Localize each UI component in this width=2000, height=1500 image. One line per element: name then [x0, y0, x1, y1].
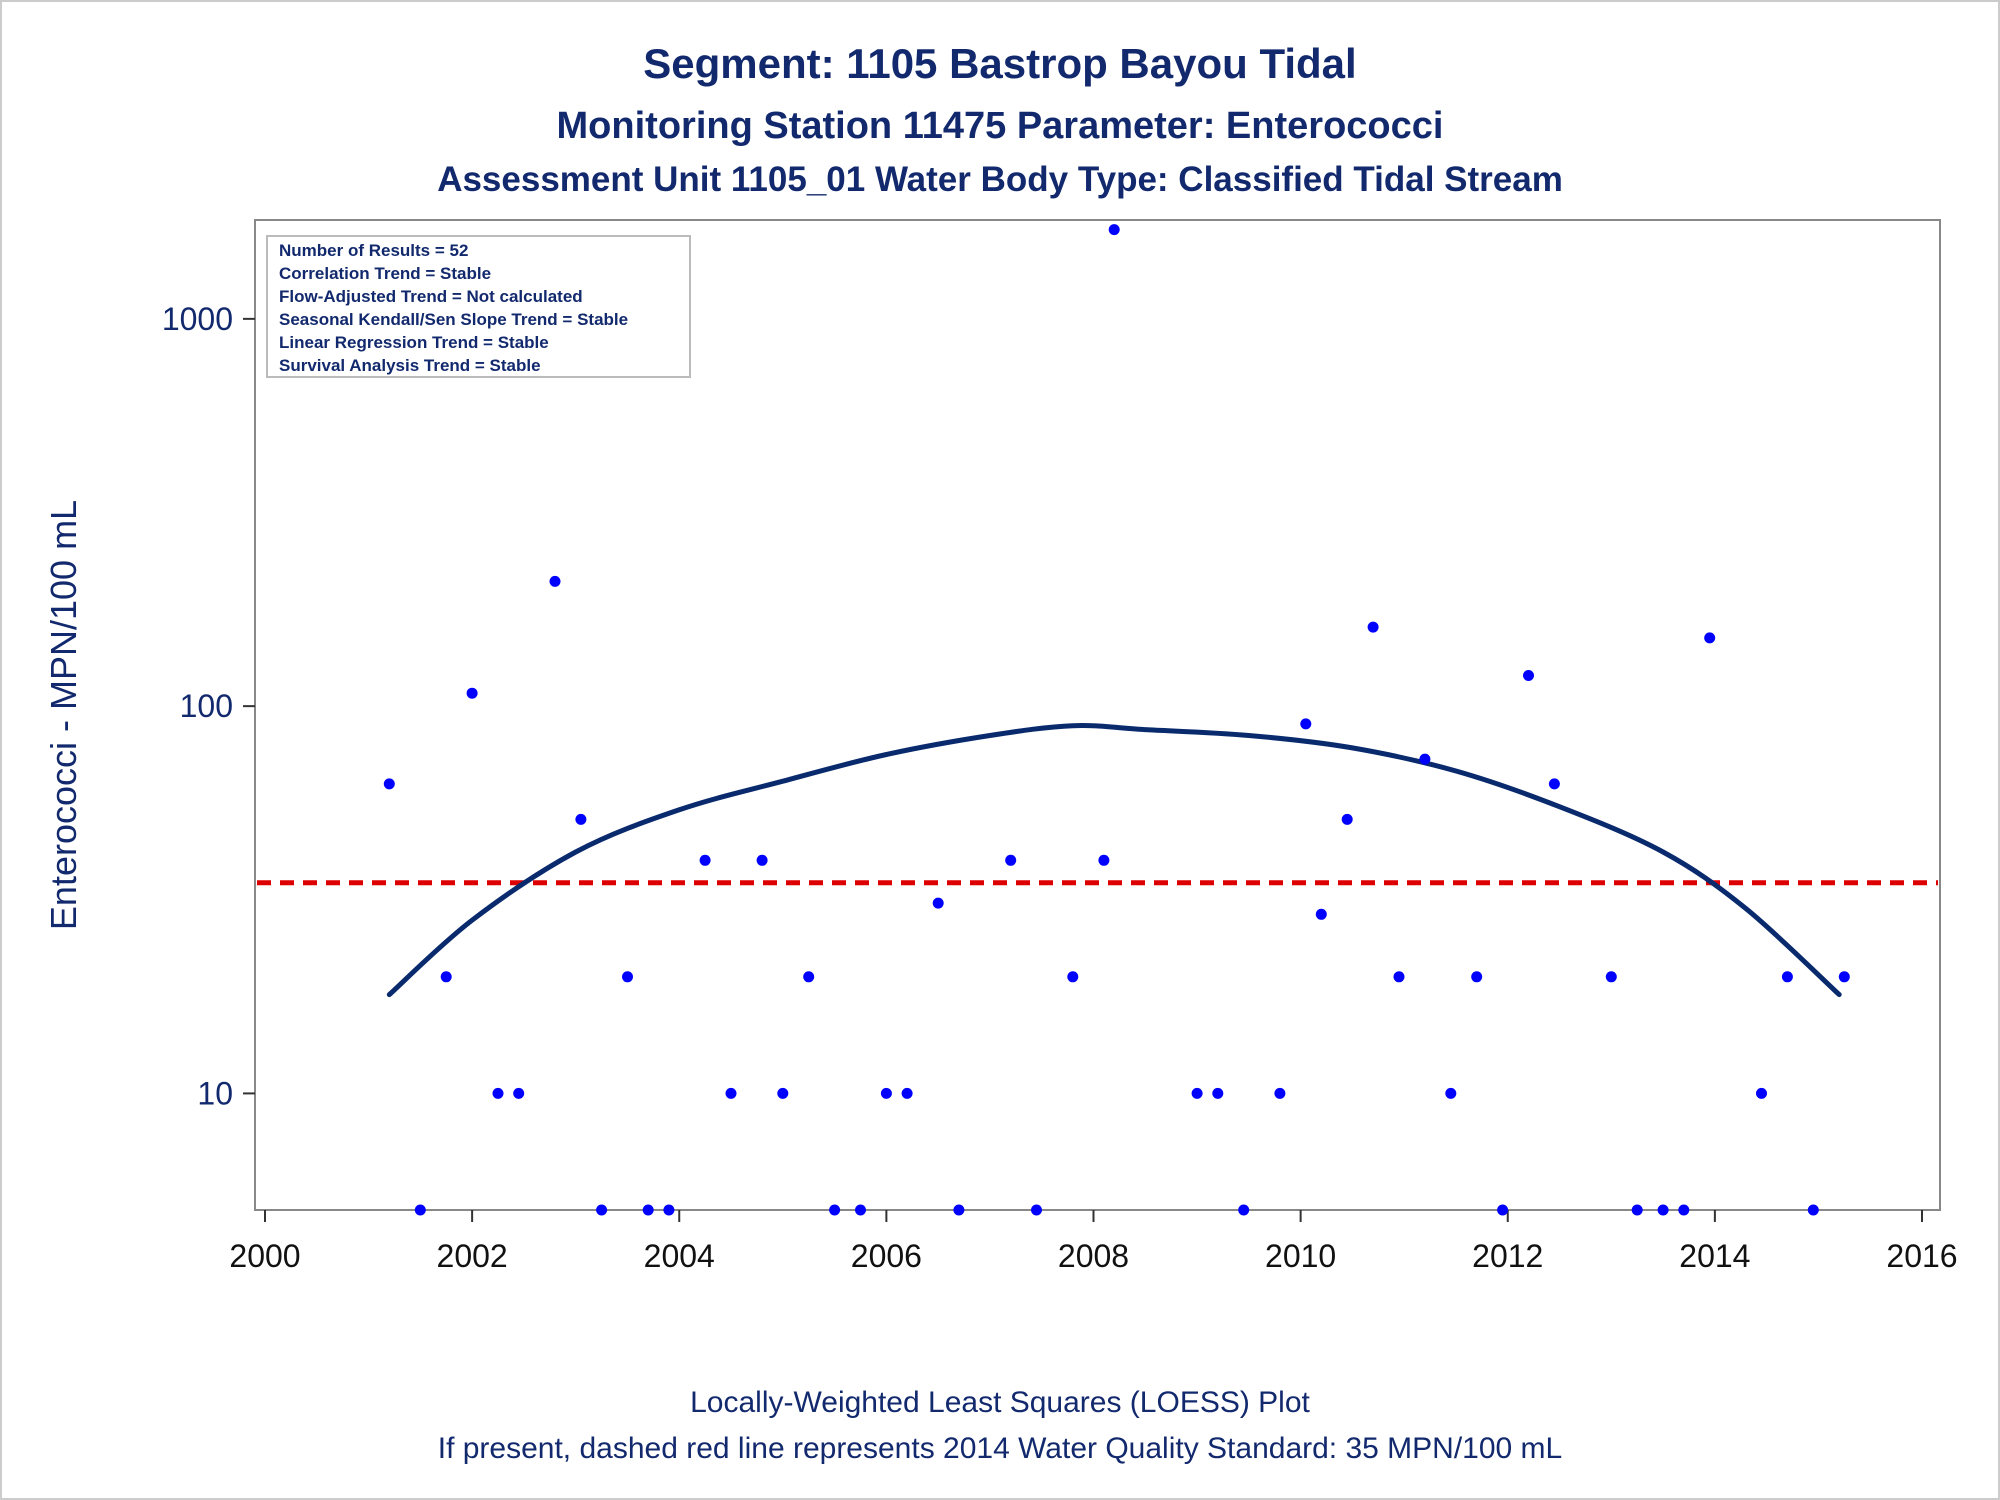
- data-point: [1497, 1204, 1509, 1216]
- data-point: [725, 1087, 737, 1099]
- data-point: [1300, 718, 1312, 730]
- data-point: [1471, 971, 1483, 983]
- data-point: [1367, 621, 1379, 633]
- data-point: [901, 1087, 913, 1099]
- data-point: [663, 1204, 675, 1216]
- x-tick-label: 2000: [229, 1238, 300, 1274]
- data-point: [1807, 1204, 1819, 1216]
- chart-subtitle-2: Assessment Unit 1105_01 Water Body Type:…: [437, 160, 1563, 199]
- footnote-loess: Locally-Weighted Least Squares (LOESS) P…: [690, 1386, 1310, 1419]
- data-point: [1341, 813, 1353, 825]
- data-point: [1838, 971, 1850, 983]
- data-point: [549, 575, 561, 587]
- data-point: [1315, 908, 1327, 920]
- data-point: [1238, 1204, 1250, 1216]
- data-point: [466, 687, 478, 699]
- data-point: [1031, 1204, 1042, 1216]
- data-point: [829, 1204, 841, 1216]
- x-tick-label: 2006: [851, 1238, 922, 1274]
- data-point: [1631, 1204, 1643, 1216]
- data-point: [880, 1087, 892, 1099]
- info-box-frame: [266, 235, 691, 378]
- loess-curve: [386, 723, 1842, 998]
- data-point: [1005, 854, 1017, 866]
- info-box: Number of Results = 52 Correlation Trend…: [266, 235, 691, 378]
- x-tick-label: 2008: [1058, 1238, 1129, 1274]
- y-tick-label: 10: [197, 1075, 233, 1111]
- data-point: [1108, 224, 1120, 236]
- data-point: [575, 813, 587, 825]
- data-point: [642, 1204, 654, 1216]
- data-point: [1605, 971, 1617, 983]
- data-point: [1678, 1204, 1690, 1216]
- loess-layer: [386, 723, 1842, 998]
- chart-subtitle: Monitoring Station 11475 Parameter: Ente…: [557, 105, 1444, 147]
- data-point: [1657, 1204, 1669, 1216]
- info-results: Number of Results = 52: [279, 241, 468, 260]
- data-point: [1548, 778, 1560, 790]
- data-point: [1212, 1087, 1224, 1099]
- data-point: [932, 897, 944, 909]
- x-tick-label: 2016: [1886, 1238, 1957, 1274]
- data-point: [1523, 670, 1534, 681]
- data-point: [622, 971, 633, 983]
- data-point: [699, 854, 711, 866]
- x-tick-label: 2012: [1472, 1238, 1543, 1274]
- data-point: [1419, 753, 1431, 765]
- data-point: [1445, 1087, 1457, 1099]
- data-point: [855, 1204, 866, 1216]
- data-point: [492, 1087, 504, 1099]
- axes: 2000 2002 2004 2006 2008 2010 2012 2014 2016 10 10…: [162, 301, 1958, 1274]
- points-layer: [383, 224, 1850, 1216]
- y-tick-label: 1000: [162, 301, 233, 337]
- y-axis-label: Enterococci - MPN/100 mL: [43, 500, 84, 930]
- data-point: [1756, 1087, 1767, 1099]
- data-point: [1393, 971, 1405, 983]
- data-point: [1704, 632, 1716, 644]
- chart-title: Segment: 1105 Bastrop Bayou Tidal: [643, 40, 1356, 87]
- info-flow-adjusted: Flow-Adjusted Trend = Not calculated: [279, 287, 583, 306]
- data-point: [1098, 854, 1110, 866]
- data-point: [777, 1087, 789, 1099]
- data-point: [1274, 1087, 1286, 1099]
- x-tick-label: 2014: [1679, 1238, 1750, 1274]
- data-point: [756, 854, 768, 866]
- data-point: [1067, 971, 1079, 983]
- info-survival: Survival Analysis Trend = Stable: [279, 356, 541, 375]
- data-point: [1781, 971, 1793, 983]
- data-point: [596, 1204, 608, 1216]
- footnote-standard: If present, dashed red line represents 2…: [438, 1432, 1563, 1465]
- info-correlation: Correlation Trend = Stable: [279, 264, 491, 283]
- data-point: [1191, 1087, 1203, 1099]
- info-seasonal-kendall: Seasonal Kendall/Sen Slope Trend = Stabl…: [279, 310, 628, 329]
- data-point: [513, 1087, 525, 1099]
- data-point: [440, 971, 452, 983]
- y-tick-label: 100: [180, 688, 233, 724]
- data-point: [414, 1204, 426, 1216]
- data-point: [803, 971, 815, 983]
- x-tick-label: 2010: [1265, 1238, 1336, 1274]
- plot-area: [254, 219, 1941, 1211]
- data-point: [953, 1204, 965, 1216]
- x-tick-label: 2004: [644, 1238, 715, 1274]
- x-tick-label: 2002: [437, 1238, 508, 1274]
- data-point: [383, 778, 395, 790]
- info-linear-regression: Linear Regression Trend = Stable: [279, 333, 549, 352]
